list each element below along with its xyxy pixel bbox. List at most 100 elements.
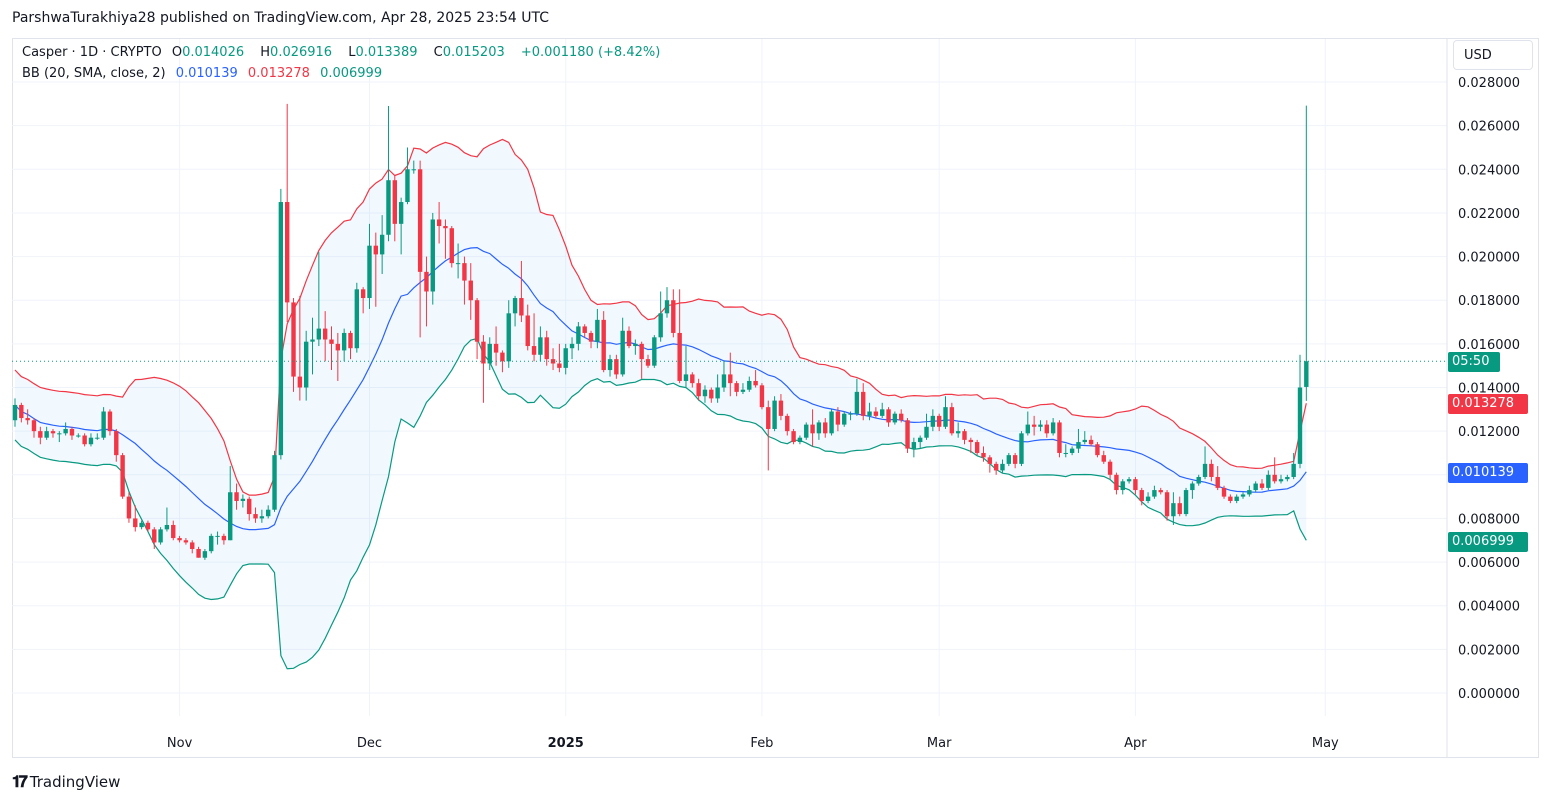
close-value: 0.015203 — [442, 45, 505, 60]
candle-body — [1012, 455, 1018, 464]
candle-body — [785, 415, 790, 432]
candle-body — [392, 180, 397, 224]
candle — [531, 313, 537, 362]
candle — [1304, 105, 1309, 401]
candle-body — [620, 330, 625, 375]
candle-body — [1272, 474, 1277, 482]
candle — [341, 328, 347, 362]
candle-body — [677, 332, 682, 381]
candle-body — [709, 389, 714, 399]
candle — [493, 326, 499, 366]
x-tick-label: Nov — [167, 736, 193, 751]
candle-body — [1285, 476, 1290, 480]
candle — [1082, 431, 1087, 445]
candle — [582, 324, 587, 338]
candle-body — [690, 374, 695, 384]
candle-body — [278, 202, 284, 456]
candle — [316, 252, 322, 347]
candle-body — [316, 328, 322, 340]
candle-body — [576, 326, 581, 344]
candle — [1196, 474, 1201, 486]
candle-body — [892, 413, 898, 423]
candle-body — [171, 524, 176, 539]
candle — [917, 435, 923, 449]
candle — [25, 409, 30, 425]
candle-body — [360, 289, 366, 299]
candle-body — [1190, 483, 1195, 491]
candle — [19, 402, 24, 423]
candle — [974, 439, 980, 456]
candle-body — [633, 343, 638, 347]
symbol-name[interactable]: Casper · 1D · CRYPTO — [22, 45, 162, 60]
tradingview-logo[interactable]: 𝟏𝟕 TradingView — [12, 772, 120, 792]
candle — [595, 308, 600, 349]
bb-label[interactable]: BB (20, SMA, close, 2) — [22, 66, 166, 81]
candle-body — [240, 498, 246, 501]
candle-body — [525, 315, 530, 347]
candle-body — [272, 455, 277, 510]
candle — [1038, 420, 1043, 432]
currency-selector[interactable]: USD — [1453, 40, 1533, 70]
candle-body — [816, 422, 822, 434]
candle — [696, 378, 701, 401]
candle-body — [924, 426, 929, 438]
candle-body — [873, 411, 879, 416]
bb-lower-value: 0.006999 — [320, 66, 383, 81]
candle — [772, 396, 777, 432]
candle — [1057, 420, 1062, 458]
candle — [152, 527, 157, 549]
countdown-label: 05:50 — [1448, 352, 1500, 372]
candle-body — [1202, 463, 1208, 477]
candle-body — [557, 363, 562, 368]
candle-body — [1234, 496, 1239, 501]
candle-body — [436, 219, 442, 227]
candle-body — [474, 300, 480, 342]
candle — [873, 407, 879, 419]
candle-body — [962, 431, 967, 440]
candle-body — [221, 535, 227, 541]
candle — [411, 160, 416, 174]
candle — [266, 505, 271, 519]
candle — [398, 197, 404, 255]
candle-body — [1297, 387, 1303, 464]
candle — [652, 335, 657, 368]
candle — [1247, 485, 1252, 497]
candle — [221, 533, 227, 545]
candle — [215, 531, 220, 545]
candle-body — [1304, 361, 1309, 387]
x-tick-label: Mar — [927, 736, 952, 751]
candle-body — [778, 400, 784, 416]
candle — [753, 370, 758, 388]
candle-body — [728, 374, 733, 384]
candle — [506, 300, 511, 368]
candle-body — [974, 442, 980, 453]
candle — [354, 282, 360, 353]
candle — [924, 413, 929, 440]
candle — [1190, 481, 1195, 499]
candle — [892, 411, 898, 425]
candle — [1133, 476, 1138, 495]
candle — [835, 407, 841, 432]
candle — [1107, 459, 1113, 480]
candle-body — [658, 313, 663, 338]
candle — [1272, 457, 1277, 484]
candle-body — [582, 326, 587, 333]
candle-body — [234, 492, 239, 501]
candle-body — [1240, 494, 1246, 497]
candle-body — [595, 319, 600, 342]
candle — [791, 428, 796, 445]
candle — [272, 450, 277, 512]
candle-body — [968, 439, 974, 443]
candle — [120, 452, 125, 499]
candle-body — [38, 431, 43, 438]
candle — [848, 411, 853, 421]
candle-body — [1063, 452, 1068, 454]
candle-body — [905, 420, 910, 449]
candle — [158, 527, 163, 545]
candle-body — [303, 341, 309, 388]
candle-body — [1120, 481, 1125, 491]
candle — [12, 398, 18, 427]
indicator-legend: BB (20, SMA, close, 2) 0.010139 0.013278… — [22, 66, 388, 81]
candle-body — [823, 422, 828, 434]
